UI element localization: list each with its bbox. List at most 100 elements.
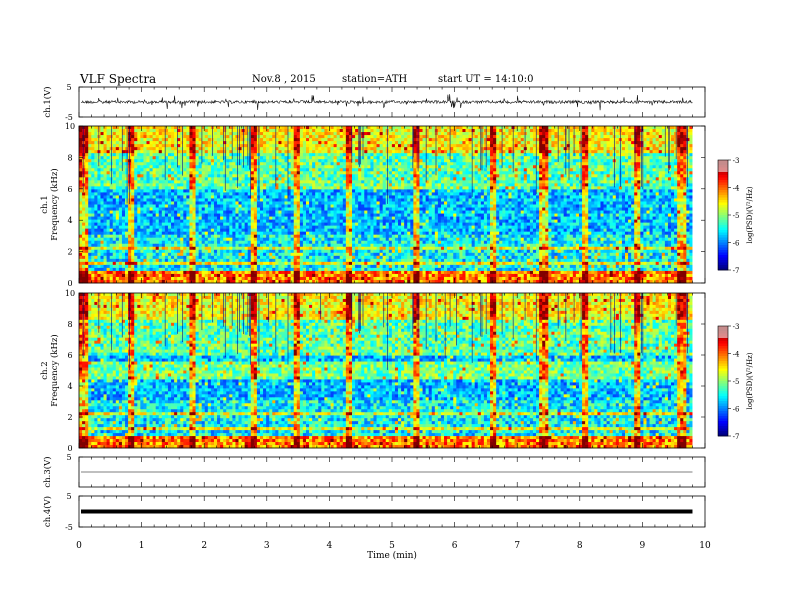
ch1-spec-cell — [545, 126, 548, 129]
ch1-spec-cell — [294, 138, 297, 141]
ch1-spec-cell — [119, 126, 122, 129]
ch1-spec-cell — [91, 129, 94, 132]
ch1-spec-cell — [671, 135, 674, 138]
ch1-spec-cell — [401, 147, 404, 150]
ch1-spec-cell — [269, 138, 272, 141]
ch1-spec-cell — [567, 144, 570, 147]
ch1-spec-cell — [208, 147, 211, 150]
ch1-spec-cell — [677, 150, 680, 153]
ch1-spec-cell — [662, 153, 665, 156]
ch1-spec-cell — [518, 150, 521, 153]
ch1-spec-cell — [312, 126, 315, 129]
ch1-spec-cell — [444, 138, 447, 141]
ch1-spec-cell — [637, 132, 640, 135]
ch1-spec-cell — [367, 147, 370, 150]
ch1-spec-cell — [107, 138, 110, 141]
ch1-spec-cell — [226, 144, 229, 147]
ch1-spec-cell — [346, 153, 349, 156]
ch1-spec-cell — [542, 147, 545, 150]
ch1-spec-cell — [189, 141, 192, 144]
ch1-spec-cell — [459, 135, 462, 138]
ch1-spec-cell — [373, 135, 376, 138]
ch1-spec-cell — [331, 150, 334, 153]
ch1-spec-cell — [150, 126, 153, 129]
ch1-spec-cell — [450, 153, 453, 156]
ch1-spec-cell — [162, 132, 165, 135]
ch1-spec-cell — [625, 132, 628, 135]
ch1-spec-cell — [423, 150, 426, 153]
ch1-spec-cell — [291, 144, 294, 147]
ch1-spec-cell — [490, 126, 493, 129]
ch1-spec-cell — [82, 144, 85, 147]
ch1-spec-cell — [364, 147, 367, 150]
ch1-spec-cell — [594, 150, 597, 153]
ch1-spec-cell — [119, 135, 122, 138]
ch1-spec-cell — [554, 135, 557, 138]
ch1-spec-cell — [450, 135, 453, 138]
ch1-spec-cell — [226, 147, 229, 150]
ch1-spec-cell — [490, 153, 493, 156]
ch1-spec-cell — [610, 138, 613, 141]
ch1-spec-cell — [235, 147, 238, 150]
ch1-spec-cell — [220, 153, 223, 156]
ch1-spec-cell — [646, 138, 649, 141]
ch1-spec-cell — [413, 129, 416, 132]
ch1-spec-cell — [315, 135, 318, 138]
ch1-spec-cell — [337, 150, 340, 153]
ch1-spec-cell — [530, 147, 533, 150]
ch1-spec-cell — [441, 138, 444, 141]
ch1-spec-cell — [600, 129, 603, 132]
ch1-spec-cell — [327, 141, 330, 144]
ch1-spec-cell — [232, 153, 235, 156]
ch1-spec-cell — [469, 132, 472, 135]
ch1-spec-cell — [591, 135, 594, 138]
ch1-spec-cell — [456, 141, 459, 144]
ch1-spec-cell — [429, 129, 432, 132]
ch1-spec-cell — [456, 129, 459, 132]
ch1-spec-cell — [539, 141, 542, 144]
ch1-spec-cell — [490, 141, 493, 144]
ch1-spec-cell — [220, 147, 223, 150]
ch1-spec-cell — [217, 147, 220, 150]
ch1-spec-cell — [444, 126, 447, 129]
ch1-spec-cell — [146, 126, 149, 129]
ch1-spec-cell — [662, 129, 665, 132]
ch1-spec-cell — [469, 150, 472, 153]
ch1-spec-cell — [134, 156, 137, 159]
ch1-spec-cell — [475, 132, 478, 135]
ch1-spec-cell — [91, 141, 94, 144]
ch1-spec-cell — [208, 138, 211, 141]
ch1-spec-cell — [88, 129, 91, 132]
ch1-spec-cell — [518, 132, 521, 135]
ch1-spec-cell — [576, 129, 579, 132]
ch1-spec-cell — [539, 150, 542, 153]
ch1-spec-cell — [91, 144, 94, 147]
ch1-spec-cell — [343, 150, 346, 153]
ch1-spec-cell — [291, 135, 294, 138]
ch1-spec-cell — [653, 129, 656, 132]
ch1-spec-cell — [530, 144, 533, 147]
ch1-spec-cell — [640, 129, 643, 132]
ch1-spec-cell — [116, 135, 119, 138]
ch1-spec-cell — [159, 147, 162, 150]
ch1-spec-cell — [294, 144, 297, 147]
ch1-spec-cell — [502, 132, 505, 135]
ch1-spec-cell — [156, 126, 159, 129]
ch1-spec-cell — [321, 144, 324, 147]
ch1-spec-cell — [220, 144, 223, 147]
ch1-spec-cell — [524, 153, 527, 156]
ch1-spec-cell — [582, 135, 585, 138]
ch1-spec-cell — [94, 141, 97, 144]
ch1-spec-cell — [521, 150, 524, 153]
ch1-spec-cell — [373, 129, 376, 132]
ch1-spec-cell — [650, 141, 653, 144]
ch1-spec-cell — [146, 144, 149, 147]
ch1-spec-cell — [637, 126, 640, 129]
ch1-spec-cell — [610, 144, 613, 147]
ch1-spec-cell — [309, 150, 312, 153]
ch1-spec-cell — [196, 138, 199, 141]
ch1-spec-cell — [79, 144, 82, 147]
ch1-spec-cell — [186, 129, 189, 132]
ch1-spec-cell — [156, 150, 159, 153]
ch1-spec-cell — [631, 141, 634, 144]
